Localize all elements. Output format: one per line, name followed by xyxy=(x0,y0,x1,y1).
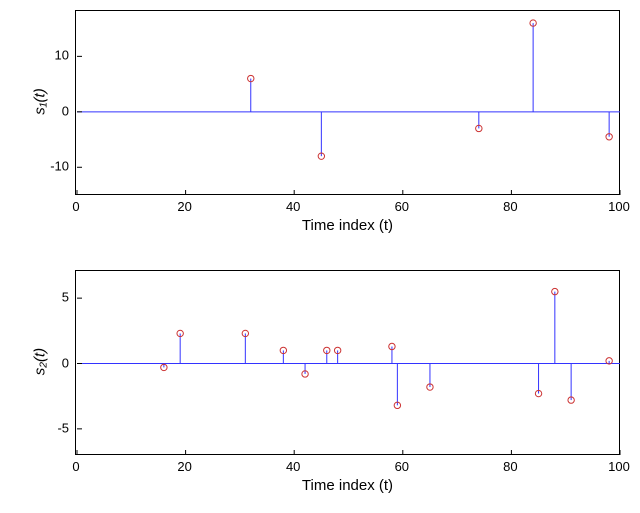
xtick-label: 40 xyxy=(286,459,300,474)
xtick-label: 100 xyxy=(608,199,630,214)
ytick-label: 10 xyxy=(41,48,69,63)
ytick-label: 0 xyxy=(41,355,69,370)
figure: s₁(t) Time index (t) 020406080100 -10010… xyxy=(0,0,640,513)
ytick-label: 0 xyxy=(41,103,69,118)
xlabel-s1: Time index (t) xyxy=(293,217,403,234)
chart-s1-svg xyxy=(76,11,621,196)
ytick-label: 5 xyxy=(41,290,69,305)
chart-s1 xyxy=(75,10,620,195)
xtick-label: 40 xyxy=(286,199,300,214)
xtick-label: 0 xyxy=(72,459,79,474)
xtick-label: 80 xyxy=(503,459,517,474)
xtick-label: 100 xyxy=(608,459,630,474)
xlabel-s2: Time index (t) xyxy=(293,477,403,494)
xtick-label: 60 xyxy=(395,459,409,474)
xtick-label: 20 xyxy=(177,199,191,214)
xtick-label: 60 xyxy=(395,199,409,214)
xtick-label: 20 xyxy=(177,459,191,474)
ytick-label: -5 xyxy=(41,420,69,435)
chart-s2-svg xyxy=(76,271,621,456)
ytick-label: -10 xyxy=(41,159,69,174)
xtick-label: 80 xyxy=(503,199,517,214)
xtick-label: 0 xyxy=(72,199,79,214)
chart-s2 xyxy=(75,270,620,455)
